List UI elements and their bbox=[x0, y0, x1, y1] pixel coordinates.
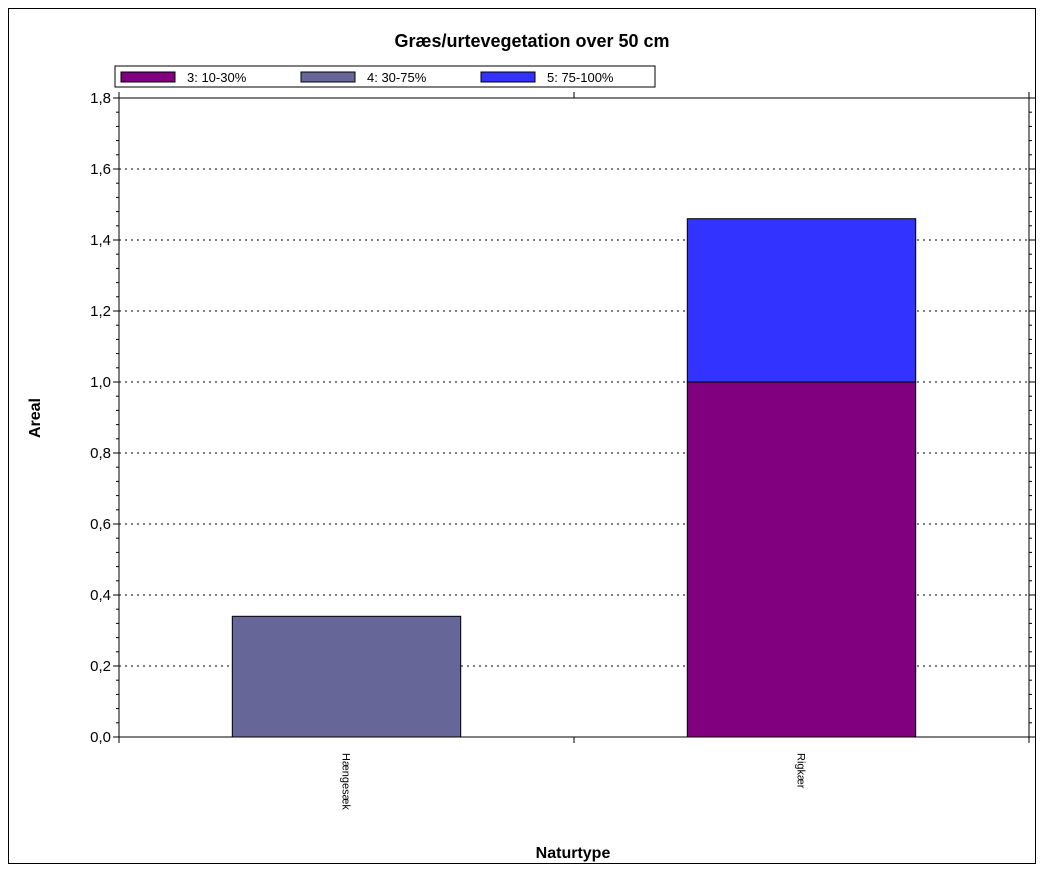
y-tick-label: 0,8 bbox=[90, 445, 111, 462]
y-tick-label: 1,6 bbox=[90, 161, 111, 178]
y-tick-label: 1,0 bbox=[90, 374, 111, 391]
y-axis-title: Areal bbox=[27, 398, 44, 438]
bar-segment bbox=[231, 615, 462, 738]
y-tick-label: 1,8 bbox=[90, 90, 111, 107]
legend-swatch bbox=[480, 71, 536, 83]
y-tick-label: 0,4 bbox=[90, 587, 111, 604]
bars bbox=[231, 218, 917, 738]
axes: 0,0 0,2 0,4 0,6 0,8 1,0 1,2 1,4 1,6 1,8 Hængesæk Ri… bbox=[90, 90, 1035, 810]
legend: 3: 10-30% 4: 30-75% 5: 75-100% bbox=[114, 65, 656, 88]
x-axis-title: Naturtype bbox=[536, 845, 611, 862]
y-tick-label: 1,4 bbox=[90, 232, 111, 249]
legend-swatch bbox=[300, 71, 356, 83]
x-tick-label: Rigkær bbox=[795, 753, 807, 789]
legend-label: 4: 30-75% bbox=[367, 70, 427, 85]
y-tick-label: 0,2 bbox=[90, 658, 111, 675]
chart-title: Græs/urtevegetation over 50 cm bbox=[394, 31, 669, 51]
bar-segment bbox=[686, 218, 917, 383]
y-tick-label: 0,6 bbox=[90, 516, 111, 533]
x-tick-label: Hængesæk bbox=[340, 753, 352, 810]
legend-swatch bbox=[120, 71, 176, 83]
y-tick-label: 0,0 bbox=[90, 729, 111, 746]
legend-label: 3: 10-30% bbox=[187, 70, 247, 85]
y-tick-label: 1,2 bbox=[90, 303, 111, 320]
bar-segment bbox=[686, 381, 917, 738]
legend-label: 5: 75-100% bbox=[547, 70, 614, 85]
